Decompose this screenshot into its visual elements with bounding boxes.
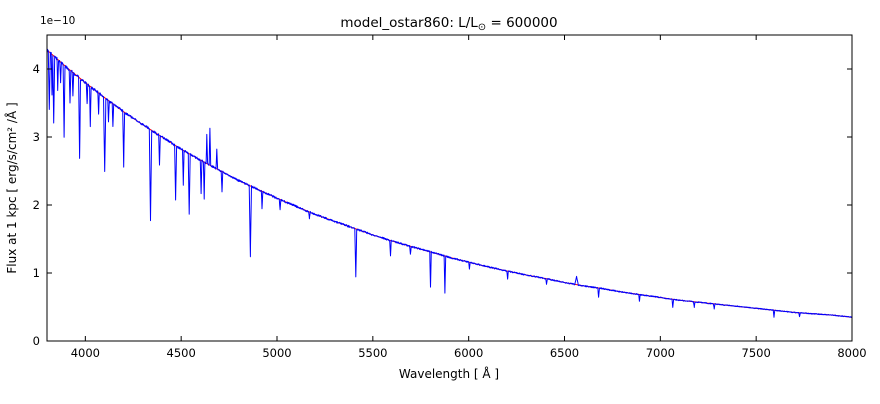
plot-area [47,35,852,341]
x-tick-label: 6500 [550,346,579,360]
y-tick-label: 3 [33,130,40,144]
y-offset-label: 1e−10 [40,15,75,27]
x-tick-label: 8000 [837,346,866,360]
x-tick-label: 5500 [358,346,387,360]
y-tick-label: 1 [33,266,40,280]
chart-title: model_ostar860: L/L⊙ = 600000 [340,15,557,33]
tick-labels: 4000 4500 5000 5500 6000 6500 7000 7500 8000 0 1 2 3… [33,62,867,360]
y-axis-label: Flux at 1 kpc [ erg/s/cm² /Å ] [4,102,19,273]
spectrum-line [46,48,853,318]
x-tick-label: 4500 [167,346,196,360]
axes-frame [46,34,853,342]
x-tick-label: 6000 [454,346,483,360]
x-tick-label: 7000 [646,346,675,360]
x-axis-label: Wavelength [ Å ] [399,366,499,381]
x-tick-label: 4000 [71,346,100,360]
y-tick-label: 4 [33,62,40,76]
x-tick-label: 5000 [262,346,291,360]
y-tick-label: 2 [33,198,40,212]
x-tick-label: 7500 [742,346,771,360]
y-tick-label: 0 [33,334,40,348]
tick-marks [47,35,853,342]
